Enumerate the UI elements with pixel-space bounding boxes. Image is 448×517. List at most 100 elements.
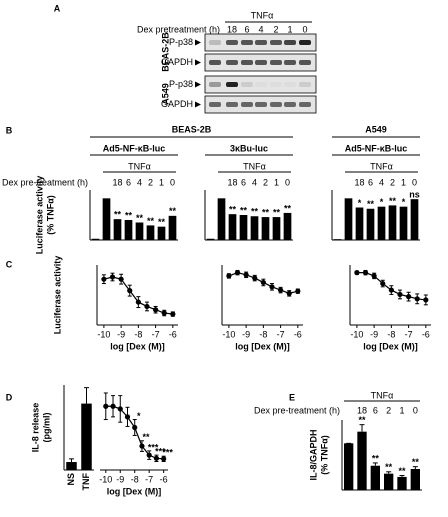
bar xyxy=(344,198,353,240)
x-tick-label: -7 xyxy=(277,329,285,339)
blot-band xyxy=(270,60,282,65)
data-point xyxy=(405,294,412,300)
bar xyxy=(102,198,111,240)
x-tick-label: 4 xyxy=(137,177,142,187)
blot-band xyxy=(284,82,296,87)
significance-label: ** xyxy=(412,457,420,467)
significance-label: ** xyxy=(240,205,248,215)
data-point xyxy=(277,287,284,293)
stimulus-label: TNFα xyxy=(371,390,394,400)
blot-band xyxy=(284,60,296,65)
data-point xyxy=(109,274,116,280)
y-axis-label: (% TNFα) xyxy=(319,435,329,475)
bar xyxy=(239,215,248,240)
bar xyxy=(384,473,394,490)
x-tick-label: 2 xyxy=(263,177,268,187)
blot-band xyxy=(226,60,238,65)
x-tick-label: 1 xyxy=(401,177,406,187)
x-axis-label: log [Dex (M)] xyxy=(235,341,290,351)
blot-band xyxy=(209,40,221,45)
data-point xyxy=(295,288,301,294)
data-point xyxy=(161,456,167,462)
x-tick-label: 4 xyxy=(252,177,257,187)
blot-band xyxy=(241,60,253,65)
blot-band xyxy=(209,60,221,65)
bar xyxy=(397,476,407,490)
bar xyxy=(135,222,144,240)
bar xyxy=(217,198,226,240)
blot-row-label: P-p38 xyxy=(169,79,193,89)
bar xyxy=(344,443,354,490)
bar xyxy=(333,239,342,240)
x-tick-label: -7 xyxy=(405,329,413,339)
significance-label: ** xyxy=(273,207,281,217)
blot-band xyxy=(270,40,282,45)
x-axis-label: log [Dex (M)] xyxy=(110,341,165,351)
group-label: BEAS-2B xyxy=(172,124,212,134)
bar xyxy=(113,219,122,240)
significance-label: ** xyxy=(372,453,380,463)
data-point xyxy=(226,273,232,279)
bar xyxy=(357,431,367,490)
bar xyxy=(124,220,133,240)
significance-label: ** xyxy=(385,462,393,472)
lane-label: 6 xyxy=(244,24,249,34)
blot-band xyxy=(241,102,253,107)
significance-label: * xyxy=(402,197,406,207)
data-point xyxy=(362,270,369,276)
chart-title: Ad5-NF-κB-luc xyxy=(103,143,166,153)
bar xyxy=(377,206,386,240)
blot-band xyxy=(226,40,238,45)
data-point xyxy=(371,273,377,279)
bar xyxy=(228,214,237,240)
significance-label: ** xyxy=(142,432,150,442)
x-axis-label: Dex pre-treatment (h) xyxy=(254,405,340,415)
data-point xyxy=(388,287,394,293)
x-tick-label: 1 xyxy=(399,405,404,415)
significance-label: ** xyxy=(284,203,292,213)
x-tick-label: 18 xyxy=(112,177,122,187)
significance-label: ** xyxy=(398,466,406,476)
x-tick-label: -9 xyxy=(116,474,124,484)
data-point xyxy=(397,291,403,298)
bar xyxy=(146,225,155,240)
x-tick-label: 2 xyxy=(148,177,153,187)
data-point xyxy=(423,297,429,303)
data-point xyxy=(380,280,386,287)
significance-label: ns xyxy=(409,190,420,200)
blot-row-label: P-p38 xyxy=(169,37,193,47)
blot-band xyxy=(270,82,282,87)
x-tick-label: -10 xyxy=(99,474,112,484)
cell-line-label: BEAS-2B xyxy=(160,32,170,72)
x-tick-label: 0 xyxy=(285,177,290,187)
data-point xyxy=(286,290,292,296)
x-tick-label: -7 xyxy=(152,329,160,339)
x-tick-label: -6 xyxy=(422,329,430,339)
lane-label: 18 xyxy=(227,24,237,34)
x-tick-label: -9 xyxy=(370,329,378,339)
stimulus-label: TNFα xyxy=(243,161,266,171)
significance-label: ** xyxy=(147,216,155,226)
significance-label: * xyxy=(358,198,362,208)
x-tick-label: 1 xyxy=(274,177,279,187)
blot-band xyxy=(299,40,311,45)
x-tick-label: 6 xyxy=(373,405,378,415)
bar xyxy=(399,206,408,240)
y-axis-label: (pg/ml) xyxy=(41,413,51,443)
y-axis-label: Luciferase activity xyxy=(52,256,62,335)
significance-label: ** xyxy=(169,206,177,216)
lane-label: 0 xyxy=(302,24,307,34)
x-tick-label: -8 xyxy=(131,474,139,484)
bar xyxy=(66,462,77,470)
x-axis-label: Dex pre-treatment (h) xyxy=(2,177,88,187)
blot-band xyxy=(299,60,311,65)
blot-band xyxy=(299,102,311,107)
data-point xyxy=(170,311,176,317)
x-tick-label: -10 xyxy=(222,329,235,339)
bar xyxy=(370,465,380,490)
significance-label: * xyxy=(380,197,384,207)
lane-label: 4 xyxy=(258,24,263,34)
blot-arrow xyxy=(195,39,201,46)
data-point xyxy=(118,276,124,282)
panel-label: D xyxy=(6,392,13,402)
